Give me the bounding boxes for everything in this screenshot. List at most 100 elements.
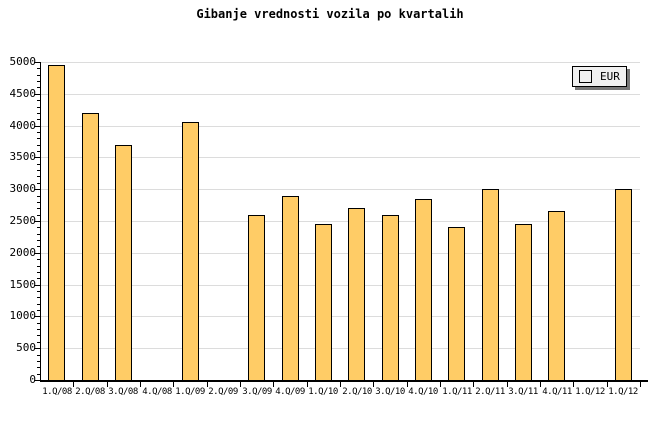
x-tick — [140, 382, 141, 387]
x-tick — [173, 382, 174, 387]
gridline — [41, 62, 640, 63]
y-major-tick — [34, 94, 40, 95]
gridline — [41, 221, 640, 222]
y-minor-tick — [37, 272, 40, 273]
y-tick-label: 3000 — [9, 182, 37, 195]
y-major-tick — [34, 285, 40, 286]
y-minor-tick — [37, 342, 40, 343]
x-tick — [273, 382, 274, 387]
y-minor-tick — [37, 259, 40, 260]
y-minor-tick — [37, 310, 40, 311]
y-minor-tick — [37, 176, 40, 177]
y-minor-tick — [37, 119, 40, 120]
x-tick — [440, 382, 441, 387]
bar — [282, 196, 299, 381]
bar — [115, 145, 132, 381]
y-minor-tick — [37, 164, 40, 165]
x-tick-label: 1.Q/12 — [608, 387, 638, 397]
x-tick — [473, 382, 474, 387]
y-tick-label: 1000 — [9, 309, 37, 322]
y-minor-tick — [37, 323, 40, 324]
bar — [48, 65, 65, 381]
bar — [382, 215, 399, 381]
x-tick-label: 2.Q/09 — [208, 387, 238, 397]
y-major-tick — [34, 62, 40, 63]
y-minor-tick — [37, 145, 40, 146]
x-tick — [373, 382, 374, 387]
y-tick-label: 2500 — [9, 214, 37, 227]
bar — [82, 113, 99, 381]
y-axis — [40, 62, 41, 382]
y-minor-tick — [37, 361, 40, 362]
gridline — [41, 285, 640, 286]
x-tick-label: 1.Q/10 — [308, 387, 338, 397]
y-major-tick — [34, 221, 40, 222]
x-tick — [507, 382, 508, 387]
y-minor-tick — [37, 291, 40, 292]
y-minor-tick — [37, 297, 40, 298]
x-tick — [240, 382, 241, 387]
x-tick-label: 1.Q/11 — [442, 387, 472, 397]
y-minor-tick — [37, 183, 40, 184]
x-tick — [207, 382, 208, 387]
gridline — [41, 126, 640, 127]
y-tick-label: 4000 — [9, 119, 37, 132]
x-tick-label: 3.Q/08 — [108, 387, 138, 397]
y-major-tick — [34, 380, 40, 381]
y-tick-label: 500 — [16, 341, 36, 354]
x-tick-label: 4.Q/08 — [142, 387, 172, 397]
bar — [348, 208, 365, 381]
bar — [615, 189, 632, 381]
x-tick-label: 4.Q/10 — [408, 387, 438, 397]
y-minor-tick — [37, 329, 40, 330]
y-minor-tick — [37, 304, 40, 305]
y-minor-tick — [37, 87, 40, 88]
legend-label: EUR — [600, 70, 620, 83]
y-minor-tick — [37, 132, 40, 133]
y-minor-tick — [37, 367, 40, 368]
legend-swatch-icon — [579, 70, 592, 83]
x-axis — [40, 380, 648, 382]
x-tick — [540, 382, 541, 387]
y-minor-tick — [37, 68, 40, 69]
gridline — [41, 157, 640, 158]
y-tick-label: 0 — [29, 373, 36, 386]
y-minor-tick — [37, 246, 40, 247]
y-minor-tick — [37, 113, 40, 114]
bar — [448, 227, 465, 381]
y-minor-tick — [37, 196, 40, 197]
x-tick-label: 2.Q/08 — [75, 387, 105, 397]
y-minor-tick — [37, 208, 40, 209]
y-tick-label: 1500 — [9, 278, 37, 291]
y-tick-label: 3500 — [9, 150, 37, 163]
x-tick — [73, 382, 74, 387]
y-major-tick — [34, 253, 40, 254]
gridline — [41, 348, 640, 349]
bar — [482, 189, 499, 381]
y-major-tick — [34, 348, 40, 349]
y-minor-tick — [37, 227, 40, 228]
y-minor-tick — [37, 335, 40, 336]
x-tick — [607, 382, 608, 387]
bar — [182, 122, 199, 381]
y-major-tick — [34, 316, 40, 317]
y-minor-tick — [37, 75, 40, 76]
x-tick-label: 1.Q/09 — [175, 387, 205, 397]
y-minor-tick — [37, 240, 40, 241]
y-minor-tick — [37, 202, 40, 203]
x-tick-label: 2.Q/10 — [342, 387, 372, 397]
y-minor-tick — [37, 81, 40, 82]
x-tick-label: 4.Q/11 — [542, 387, 572, 397]
x-tick-label: 4.Q/09 — [275, 387, 305, 397]
chart-title: Gibanje vrednosti vozila po kvartalih — [196, 7, 464, 21]
gridline — [41, 316, 640, 317]
gridline — [41, 189, 640, 190]
y-minor-tick — [37, 266, 40, 267]
x-tick-label: 3.Q/11 — [508, 387, 538, 397]
y-major-tick — [34, 189, 40, 190]
bar — [515, 224, 532, 381]
y-minor-tick — [37, 374, 40, 375]
x-tick — [107, 382, 108, 387]
x-tick-label: 1.Q/12 — [575, 387, 605, 397]
